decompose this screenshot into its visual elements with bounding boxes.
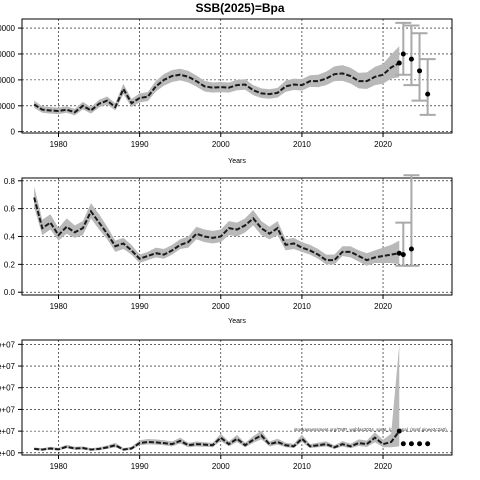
x-tick-label: 1990 [131,302,149,311]
projection-point [400,51,406,57]
data-point [396,250,402,256]
x-tick-label: 2010 [293,462,311,471]
x-tick-label: 2010 [293,140,311,149]
y-tick-label: 1e+07 [0,427,16,436]
data-point [396,60,402,66]
plot-frame [21,339,453,456]
projection-point [417,441,423,447]
series-line [33,197,400,262]
y-tick-label: 0.4 [4,233,16,242]
y-tick-label: 0.6 [4,205,16,214]
figure-title: SSB(2025)=Bpa [195,1,284,15]
y-tick-label: 4e+07 [0,362,16,371]
x-tick-label: 1990 [131,462,149,471]
x-tick-label: 1990 [131,140,149,149]
x-tick-label: 1980 [50,462,68,471]
y-tick-label: 0e+00 [0,449,16,458]
projection-point [400,252,406,258]
y-tick-label: 5e+07 [0,340,16,349]
x-tick-label: 2020 [374,302,392,311]
projection-point [425,441,431,447]
x-tick-label: 2000 [212,462,230,471]
series-line [33,62,400,114]
y-tick-label: 2e+07 [0,405,16,414]
x-tick-label: 2020 [374,462,392,471]
projection-point [408,246,414,252]
x-axis-label: Years [228,318,246,325]
fishing-mortality-panel: Years 1980 1990 2000 2010 2020 0.0 0.2 0.4 0.6 0.… [4,174,453,325]
projection-point [408,441,414,447]
y-tick-label: 0.0 [4,288,16,297]
x-tick-label: 1980 [50,302,68,311]
x-tick-label: 2020 [374,140,392,149]
confidence-band [34,46,400,116]
confidence-band [34,344,400,451]
projection-point [408,56,414,62]
y-tick-label: 300000 [0,50,16,59]
plot-frame [21,18,453,134]
projection-point [417,68,423,74]
x-tick-label: 2000 [212,302,230,311]
x-axis-label: Years [228,158,246,165]
x-tick-label: 2010 [293,302,311,311]
source-note: stockassessment.org/TMP_wgbfas2024_sprat… [294,427,447,432]
grid [22,340,452,455]
projection-point [400,441,406,447]
x-tick-label: 2000 [212,140,230,149]
projection-point [425,91,431,97]
y-tick-label: 0.8 [4,177,16,186]
data-point [396,428,402,434]
y-tick-label: 3e+07 [0,384,16,393]
x-tick-label: 1980 [50,140,68,149]
confidence-band [34,186,400,266]
y-tick-label: 0 [11,128,16,137]
y-tick-label: 100000 [0,102,16,111]
series-line [34,430,401,451]
grid [22,178,452,295]
y-tick-label: 400000 [0,24,16,33]
recruitment-panel: stockassessment.org/TMP_wgbfas2024_sprat… [0,339,453,471]
y-tick-label: 0.2 [4,260,16,269]
